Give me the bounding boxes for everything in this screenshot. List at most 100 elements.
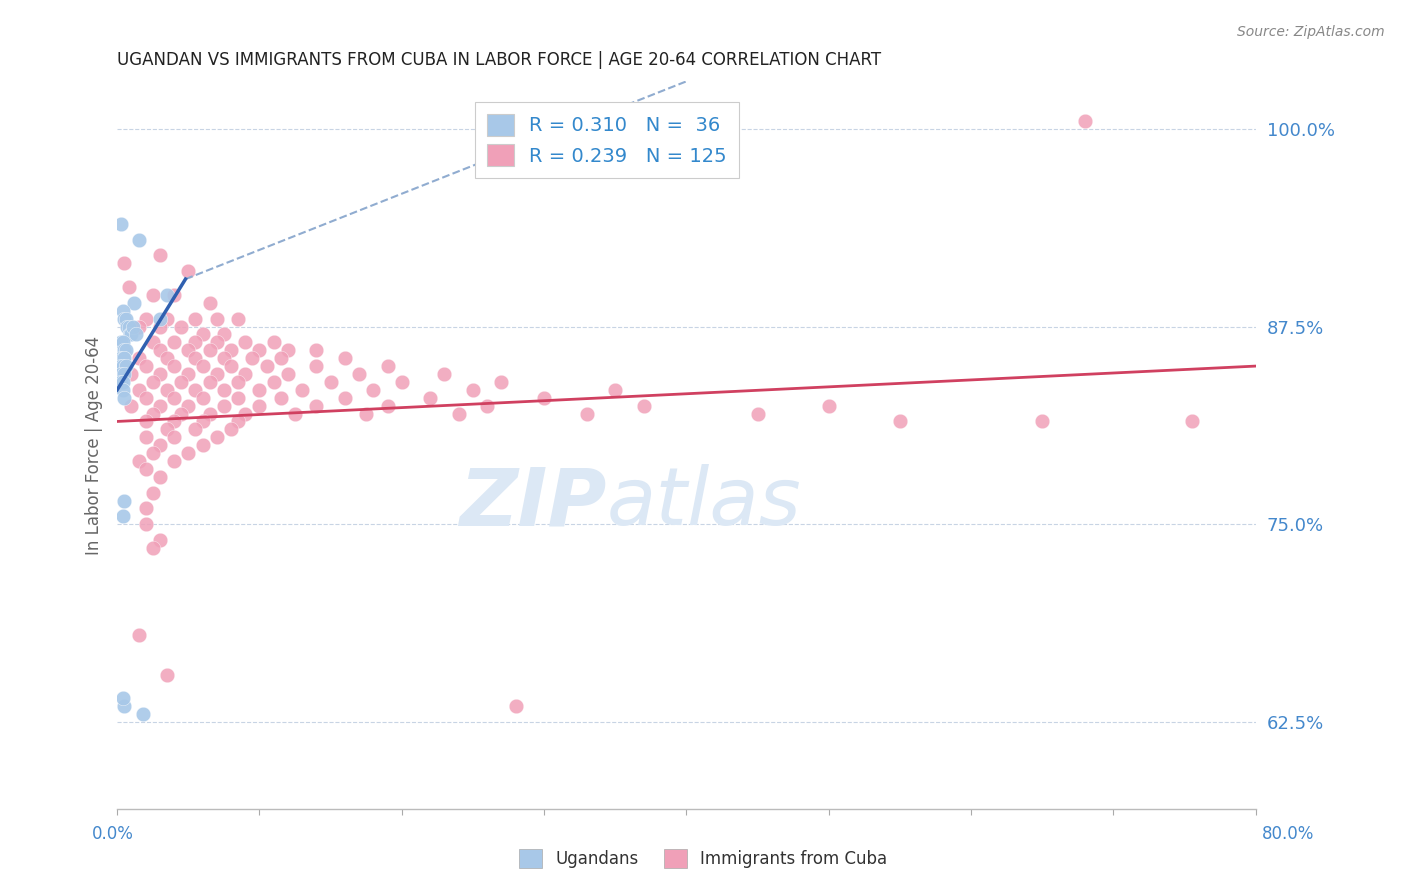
Point (191, 327, 214, 342)
Point (177, 446, 200, 460)
Point (461, 383, 484, 397)
Point (128, 351, 150, 366)
Point (191, 414, 214, 428)
Point (184, 311, 207, 326)
Point (205, 311, 228, 326)
Point (233, 367, 256, 381)
Legend: R = 0.310   N =  36, R = 0.239   N = 125: R = 0.310 N = 36, R = 0.239 N = 125 (475, 102, 738, 178)
Point (170, 407, 193, 421)
Point (198, 375, 221, 389)
Point (112, 351, 135, 366)
Point (249, 399, 271, 413)
Point (125, 327, 148, 342)
Point (212, 383, 235, 397)
Point (149, 533, 172, 547)
Point (135, 359, 157, 373)
Point (132, 707, 155, 722)
Point (117, 319, 139, 334)
Point (319, 375, 342, 389)
Point (333, 351, 356, 366)
Point (163, 414, 186, 428)
Point (447, 407, 470, 421)
Point (249, 343, 271, 358)
Point (226, 311, 249, 326)
Point (149, 311, 172, 326)
Point (114, 343, 136, 358)
Point (149, 319, 172, 334)
Point (184, 422, 207, 436)
Point (142, 446, 165, 460)
Point (163, 288, 186, 302)
Point (111, 509, 134, 524)
Point (170, 375, 193, 389)
Point (177, 343, 200, 358)
Point (212, 399, 235, 413)
Point (117, 280, 139, 294)
Point (817, 399, 839, 413)
Point (114, 311, 136, 326)
Point (135, 391, 157, 405)
Point (505, 699, 527, 714)
Point (305, 359, 328, 373)
Point (110, 367, 132, 381)
Legend: Ugandans, Immigrants from Cuba: Ugandans, Immigrants from Cuba (512, 842, 894, 875)
Point (163, 391, 186, 405)
Point (156, 422, 179, 436)
Point (363, 383, 385, 397)
Point (354, 407, 377, 421)
Point (112, 699, 135, 714)
Point (219, 422, 242, 436)
Point (163, 454, 186, 468)
Point (120, 367, 142, 381)
Point (233, 335, 256, 350)
Point (135, 501, 157, 516)
Point (156, 351, 179, 366)
Point (149, 438, 172, 452)
Point (111, 691, 134, 706)
Point (533, 391, 555, 405)
Point (118, 327, 141, 342)
Point (219, 359, 242, 373)
Point (114, 359, 136, 373)
Point (128, 628, 150, 642)
Point (110, 217, 132, 231)
Point (191, 391, 214, 405)
Text: UGANDAN VS IMMIGRANTS FROM CUBA IN LABOR FORCE | AGE 20-64 CORRELATION CHART: UGANDAN VS IMMIGRANTS FROM CUBA IN LABOR… (117, 51, 882, 69)
Point (1074, 114, 1097, 128)
Point (605, 383, 627, 397)
Point (120, 327, 142, 342)
Point (226, 414, 249, 428)
Point (135, 414, 157, 428)
Point (177, 367, 200, 381)
Point (191, 438, 214, 452)
Point (377, 359, 399, 373)
Point (149, 343, 172, 358)
Point (149, 367, 172, 381)
Point (111, 359, 134, 373)
Point (242, 351, 264, 366)
Point (149, 470, 172, 484)
Text: 80.0%: 80.0% (1263, 825, 1315, 843)
Point (122, 295, 145, 310)
Point (212, 327, 235, 342)
Point (120, 399, 142, 413)
Point (212, 351, 235, 366)
Point (391, 375, 413, 389)
Point (575, 407, 598, 421)
Point (128, 383, 150, 397)
Point (177, 264, 200, 278)
Point (177, 399, 200, 413)
Point (347, 367, 370, 381)
Point (110, 335, 132, 350)
Point (184, 335, 207, 350)
Point (270, 391, 292, 405)
Point (226, 375, 249, 389)
Point (135, 311, 157, 326)
Point (198, 407, 221, 421)
Point (889, 414, 911, 428)
Point (156, 288, 179, 302)
Point (277, 367, 299, 381)
Point (491, 375, 513, 389)
Y-axis label: In Labor Force | Age 20-64: In Labor Force | Age 20-64 (86, 335, 103, 555)
Point (128, 454, 150, 468)
